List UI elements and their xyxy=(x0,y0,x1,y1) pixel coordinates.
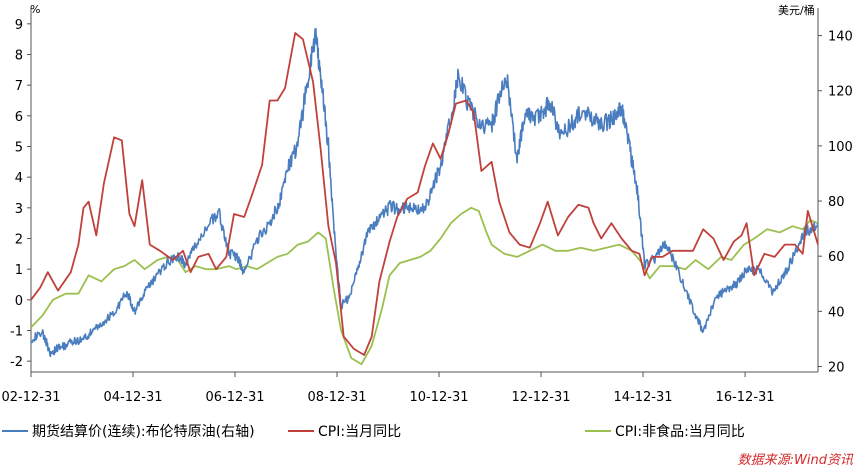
legend-swatch-cpi xyxy=(288,430,314,432)
left-axis-tick-label: 4 xyxy=(15,171,23,186)
left-axis-unit: % xyxy=(30,3,40,16)
right-axis-tick-label: 120 xyxy=(828,85,853,100)
left-axis-tick-label: 3 xyxy=(15,202,23,217)
legend-item-cpi: CPI:当月同比 xyxy=(288,420,401,442)
left-axis-tick-label: 8 xyxy=(15,49,23,64)
series-brent-line xyxy=(30,27,819,358)
x-axis-tick-label: 14-12-31 xyxy=(614,390,673,405)
right-axis-tick-label: 80 xyxy=(828,195,845,210)
left-axis-tick-label: -2 xyxy=(10,355,23,370)
legend-swatch-brent xyxy=(2,430,28,432)
legend-label-brent: 期货结算价(连续):布伦特原油(右轴) xyxy=(32,424,255,440)
legend-item-cpi-nonfood: CPI:非食品:当月同比 xyxy=(585,420,745,442)
x-axis-tick-label: 06-12-31 xyxy=(206,390,265,405)
left-axis-tick-label: 2 xyxy=(15,233,23,248)
left-axis-tick-label: 7 xyxy=(15,79,23,94)
x-axis-tick-label: 08-12-31 xyxy=(308,390,367,405)
left-axis-tick-label: 6 xyxy=(15,110,23,125)
axes: -2 -1 0 1 2 3 4 5 6 7 8 9 20 40 60 80 100 120 140 02-12-31 0… xyxy=(1,8,853,405)
left-axis-tick-label: 9 xyxy=(15,18,23,33)
right-axis-tick-label: 100 xyxy=(828,140,853,155)
right-axis-tick-label: 40 xyxy=(828,305,845,320)
right-axis-tick-label: 60 xyxy=(828,250,845,265)
left-axis-tick-label: -1 xyxy=(10,325,23,340)
x-axis-tick-label: 02-12-31 xyxy=(1,390,60,405)
source-note: 数据来源:Wind资讯 xyxy=(737,453,853,468)
legend-label-cpi-nonfood: CPI:非食品:当月同比 xyxy=(615,424,745,440)
legend-swatch-cpi-nonfood xyxy=(585,430,611,432)
series-cpi-line xyxy=(30,32,819,356)
left-axis-tick-label: 0 xyxy=(15,294,23,309)
legend-label-cpi: CPI:当月同比 xyxy=(318,424,402,440)
x-axis-tick-label: 12-12-31 xyxy=(512,390,571,405)
right-axis-tick-label: 20 xyxy=(828,360,845,375)
right-axis-unit: 美元/桶 xyxy=(778,3,815,17)
left-axis-tick-label: 5 xyxy=(15,141,23,156)
left-axis-tick-label: 1 xyxy=(15,263,23,278)
x-axis-tick-label: 16-12-31 xyxy=(716,390,775,405)
right-axis-tick-label: 140 xyxy=(828,30,853,45)
series-layer xyxy=(30,27,819,366)
x-axis-tick-label: 10-12-31 xyxy=(410,390,469,405)
x-axis-tick-label: 04-12-31 xyxy=(104,390,163,405)
legend-item-brent: 期货结算价(连续):布伦特原油(右轴) xyxy=(2,420,255,442)
